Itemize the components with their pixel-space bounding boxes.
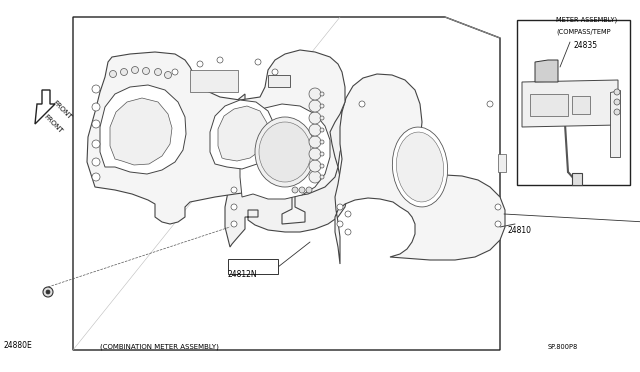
Circle shape [345,211,351,217]
Ellipse shape [255,117,315,187]
Circle shape [164,71,172,78]
Circle shape [320,128,324,132]
Circle shape [359,101,365,107]
Circle shape [309,100,321,112]
Circle shape [154,68,161,76]
Ellipse shape [392,127,447,207]
Polygon shape [535,60,558,82]
Polygon shape [335,74,505,264]
Polygon shape [240,104,330,199]
Circle shape [309,136,321,148]
Text: 24835: 24835 [573,41,597,49]
Circle shape [46,290,50,294]
Text: 24810: 24810 [508,225,532,234]
Circle shape [292,187,298,193]
Circle shape [231,204,237,210]
Circle shape [306,187,312,193]
Circle shape [92,120,100,128]
Circle shape [309,124,321,136]
Bar [228,259,278,274]
Bar [498,154,506,172]
Circle shape [120,68,127,76]
Circle shape [92,103,100,111]
Text: SP.800P8: SP.800P8 [548,344,579,350]
Polygon shape [225,84,348,247]
Circle shape [92,173,100,181]
Circle shape [320,164,324,168]
Polygon shape [35,90,55,124]
Polygon shape [610,90,620,157]
Circle shape [487,101,493,107]
Bar [530,94,568,116]
Circle shape [131,67,138,74]
Circle shape [309,171,321,183]
Circle shape [614,89,620,95]
Ellipse shape [396,132,444,202]
Circle shape [309,88,321,100]
Circle shape [255,59,261,65]
Circle shape [320,152,324,156]
Text: (COMBINATION METER ASSEMBLY): (COMBINATION METER ASSEMBLY) [100,343,219,350]
Circle shape [495,221,501,227]
Circle shape [217,57,223,63]
Bar [190,70,238,92]
Polygon shape [218,106,267,161]
Circle shape [92,140,100,148]
Polygon shape [100,85,186,174]
Circle shape [320,175,324,179]
Circle shape [337,221,343,227]
Circle shape [109,71,116,77]
Circle shape [172,69,178,75]
Text: 24880E: 24880E [3,341,32,350]
Polygon shape [210,100,274,169]
Circle shape [309,160,321,172]
Text: (COMPASS/TEMP: (COMPASS/TEMP [556,29,611,35]
Polygon shape [522,80,618,127]
Circle shape [231,187,237,193]
Circle shape [320,140,324,144]
Text: METER ASSEMBLY): METER ASSEMBLY) [556,17,617,23]
Polygon shape [73,17,500,350]
Text: 24812N: 24812N [228,270,258,279]
Circle shape [231,221,237,227]
Circle shape [495,204,501,210]
Bar [572,96,590,114]
Circle shape [337,204,343,210]
Ellipse shape [259,122,311,182]
Text: FRONT: FRONT [43,113,64,134]
Polygon shape [87,50,345,224]
Circle shape [143,67,150,74]
Bar [517,20,630,185]
Circle shape [272,69,278,75]
Circle shape [614,109,620,115]
Circle shape [320,92,324,96]
Circle shape [92,85,100,93]
Circle shape [320,116,324,120]
Polygon shape [110,98,172,165]
Bar [268,75,290,87]
Circle shape [299,187,305,193]
Circle shape [345,229,351,235]
Text: FRONT: FRONT [52,100,73,121]
Circle shape [92,158,100,166]
Circle shape [320,104,324,108]
Circle shape [197,61,203,67]
Bar [572,173,582,185]
Circle shape [43,287,53,297]
Circle shape [309,112,321,124]
Circle shape [614,99,620,105]
Circle shape [309,148,321,160]
